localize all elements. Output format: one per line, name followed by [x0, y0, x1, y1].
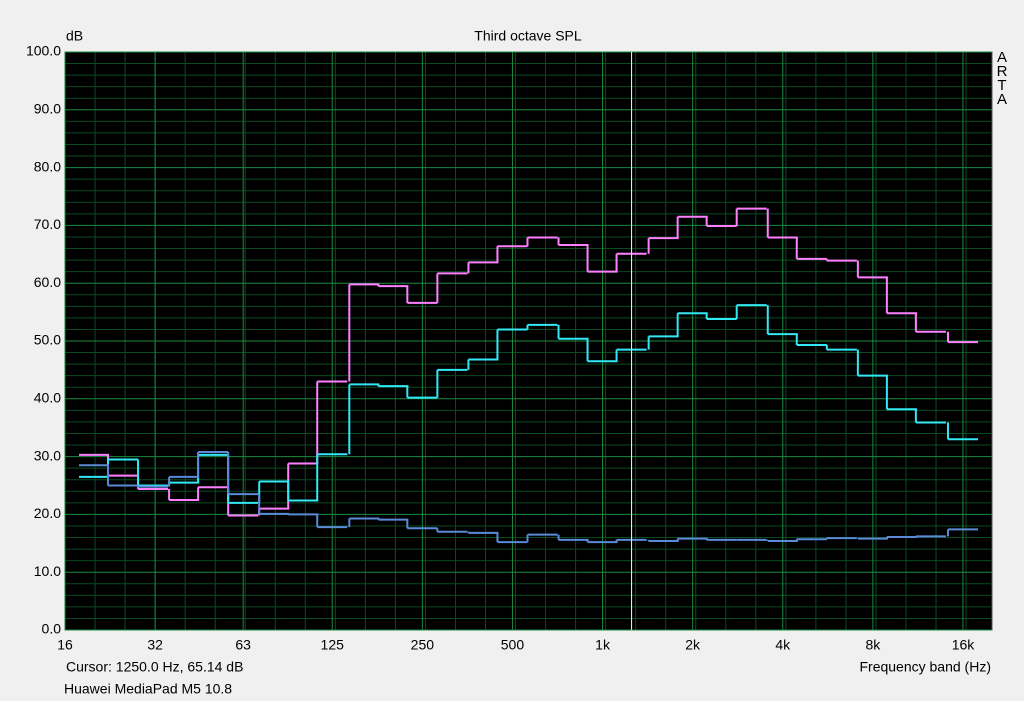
y-tick-label: 50.0 [34, 332, 61, 348]
y-tick-label: 30.0 [34, 447, 61, 463]
watermark: ARTA [996, 49, 1008, 108]
y-tick-label: 60.0 [34, 274, 61, 290]
x-tick-label: 2k [685, 637, 701, 653]
x-axis-label: Frequency band (Hz) [859, 659, 991, 675]
y-tick-label: 80.0 [34, 158, 61, 174]
x-tick-label: 500 [501, 637, 525, 653]
x-tick-label: 63 [235, 637, 251, 653]
x-tick-label: 125 [321, 637, 345, 653]
cursor-readout: Cursor: 1250.0 Hz, 65.14 dB [66, 659, 243, 675]
x-tick-label: 16k [952, 637, 976, 653]
y-tick-label: 40.0 [34, 390, 61, 406]
y-tick-label: 100.0 [26, 43, 61, 59]
x-tick-label: 4k [775, 637, 791, 653]
footer: Huawei MediaPad M5 10.8 [64, 681, 232, 697]
x-tick-label: 250 [411, 637, 435, 653]
step-connector [106, 451, 949, 543]
x-tick-label: 1k [595, 637, 611, 653]
y-tick-label: 90.0 [34, 101, 61, 117]
y-tick-label: 0.0 [42, 621, 62, 637]
y-tick-label: 10.0 [34, 563, 61, 579]
x-tick-label: 8k [865, 637, 881, 653]
y-tick-label: 70.0 [34, 216, 61, 232]
y-tick-label: 20.0 [34, 505, 61, 521]
x-tick-label: 32 [147, 637, 163, 653]
x-tick-label: 16 [57, 637, 73, 653]
y-axis-label: dB [66, 28, 83, 44]
chart-title: Third octave SPL [474, 28, 582, 44]
